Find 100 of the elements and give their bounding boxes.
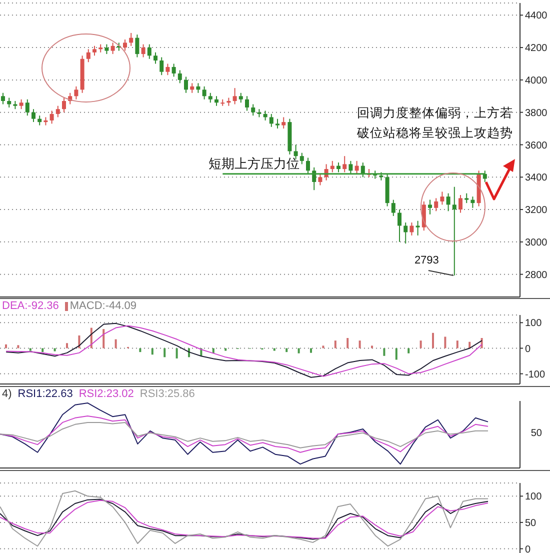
candlestick <box>178 70 182 84</box>
candlestick <box>56 105 60 118</box>
candlestick <box>348 160 353 174</box>
candlestick <box>428 199 432 215</box>
candlestick <box>330 160 334 173</box>
y-tick-label: 3400 <box>525 172 548 184</box>
line-series <box>0 490 488 547</box>
bar <box>383 348 386 356</box>
y-tick-label: 50 <box>525 518 537 529</box>
candlestick <box>238 92 243 104</box>
candlestick <box>160 56 164 76</box>
bar <box>310 348 312 353</box>
bar <box>286 348 288 352</box>
bar <box>346 338 349 348</box>
candlestick <box>196 82 200 94</box>
y-tick-label: 4400 <box>525 10 548 22</box>
candlestick <box>129 32 134 46</box>
bar <box>371 346 373 348</box>
candlestick <box>147 44 152 60</box>
candlestick <box>440 191 444 206</box>
candlestick <box>276 118 280 130</box>
candlestick <box>74 86 78 100</box>
candlestick <box>38 115 42 126</box>
candlestick <box>32 108 36 123</box>
bar <box>5 344 7 348</box>
bar <box>151 348 154 355</box>
bar <box>273 348 276 351</box>
bar <box>468 342 471 348</box>
bar <box>66 343 68 348</box>
candlestick <box>434 198 438 212</box>
candlestick <box>318 173 322 186</box>
text: DEA:-92.36 <box>2 300 59 312</box>
annotation: 2793 <box>414 254 439 266</box>
series-label: RSI1:22.63 <box>18 388 73 400</box>
y-tick-label: 100 <box>525 492 542 503</box>
bar <box>395 348 398 360</box>
candlestick <box>300 152 304 165</box>
candlestick <box>446 192 450 212</box>
bar <box>139 348 142 352</box>
y-tick-label: 0 <box>525 544 531 553</box>
bar <box>322 346 324 348</box>
candlestick <box>25 98 30 116</box>
candlestick <box>354 160 359 174</box>
bar <box>29 348 32 351</box>
bar <box>444 336 446 348</box>
bar <box>432 332 434 348</box>
candlestick <box>269 113 274 128</box>
y-tick-label: 3000 <box>525 237 548 248</box>
candlestick <box>7 97 12 108</box>
y-tick-label: 3600 <box>525 140 548 152</box>
bar <box>358 340 361 348</box>
candlestick <box>232 88 237 105</box>
candlestick <box>464 192 469 204</box>
bar <box>114 339 117 348</box>
candlestick <box>50 110 54 124</box>
candlestick <box>135 34 140 58</box>
candlestick <box>470 196 475 208</box>
annotation: 回调力度整体偏弱，上方若破位站稳将呈较强上攻趋势 <box>357 105 514 142</box>
y-tick-label: 0 <box>525 344 531 355</box>
bar <box>54 348 56 352</box>
candlestick <box>342 156 347 173</box>
candlestick <box>104 44 109 55</box>
candlestick <box>422 200 426 232</box>
candlestick <box>184 76 188 94</box>
candlestick <box>1 92 5 105</box>
y-tick-label: 4200 <box>525 43 548 54</box>
bar <box>176 348 178 358</box>
candlestick <box>141 44 146 58</box>
candlestick <box>452 186 456 276</box>
y-tick-label: 3800 <box>525 108 548 119</box>
y-tick-label: 3200 <box>525 205 548 216</box>
bar <box>408 348 410 354</box>
candlestick <box>245 96 249 112</box>
candlestick <box>263 110 268 121</box>
candlestick <box>306 157 310 174</box>
y-tick-label: 2800 <box>525 270 548 281</box>
candlestick <box>19 98 24 110</box>
y-tick-label: 100 <box>525 318 542 330</box>
candlestick <box>482 170 487 182</box>
candlestick <box>410 222 414 236</box>
candlestick <box>172 63 176 78</box>
text: 4) <box>2 388 12 400</box>
bar <box>17 345 20 348</box>
y-tick-label: -100 <box>525 369 546 380</box>
series-label: RSI2:23.02 <box>78 388 134 400</box>
candlestick <box>251 104 256 116</box>
candlestick <box>202 86 206 100</box>
candlestick <box>92 45 96 56</box>
candlestick <box>458 194 462 214</box>
candlestick <box>62 97 66 113</box>
candlestick <box>166 63 170 76</box>
candlestick <box>404 222 408 244</box>
bar <box>102 329 105 348</box>
bar <box>420 340 422 348</box>
candlestick <box>123 38 127 52</box>
candlestick <box>208 92 212 104</box>
candlestick <box>282 116 286 130</box>
legend-label: MACD:-44.09 <box>70 300 137 312</box>
candlestick <box>214 96 218 106</box>
candlestick <box>416 220 420 236</box>
